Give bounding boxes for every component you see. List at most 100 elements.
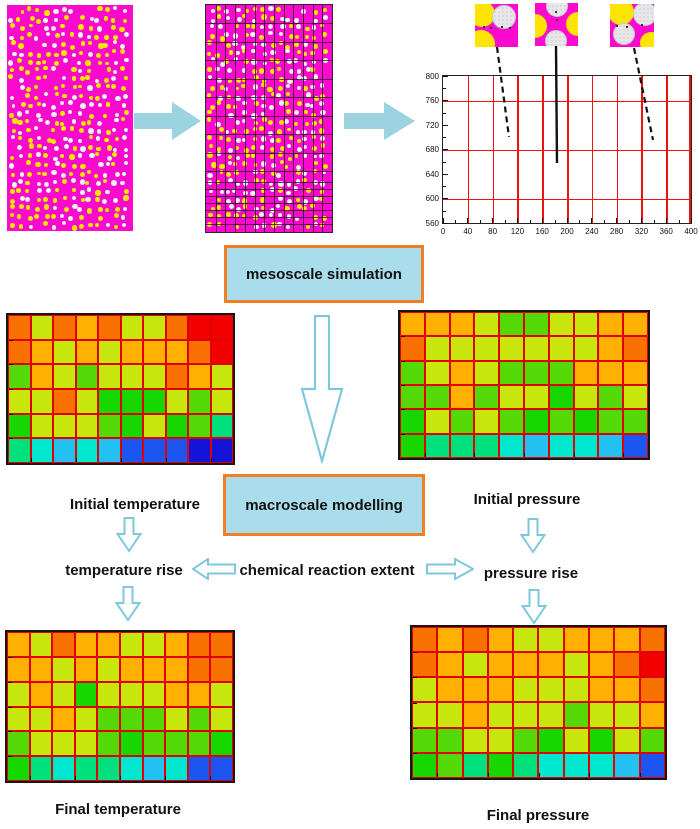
heatmap-y-tick [8, 681, 12, 683]
fuel-particle [285, 224, 291, 230]
oxidizer-particle [28, 23, 33, 28]
heatmap-cell [166, 439, 187, 462]
fuel-particle [312, 146, 318, 152]
heatmap-cell [524, 410, 548, 433]
heatmap-y-tick [413, 727, 417, 729]
fuel-particle [60, 84, 65, 89]
oxidizer-particle [276, 173, 281, 178]
oxidizer-particle [16, 17, 21, 22]
fuel-particle [88, 222, 93, 228]
fuel-particle [313, 74, 319, 80]
y-tick [443, 198, 448, 199]
x-tick [516, 218, 518, 223]
fuel-particle [237, 17, 242, 23]
fuel-particle [251, 95, 257, 101]
macroscale-modelling-label: macroscale modelling [245, 496, 403, 514]
oxidizer-particle [11, 173, 16, 178]
x-tick-label: 0 [440, 227, 446, 236]
heatmap-cell [9, 389, 30, 413]
fuel-particle [215, 66, 220, 72]
oxidizer-particle [232, 104, 237, 109]
oxidizer-particle [296, 86, 301, 91]
mesh-line [206, 210, 332, 211]
fuel-particle [259, 197, 266, 203]
heatmap-cell [98, 732, 119, 756]
oxidizer-particle [18, 65, 24, 71]
fuel-particle [63, 136, 68, 141]
heatmap-cell [500, 386, 523, 409]
fuel-particle [251, 23, 257, 29]
heatmap-cell [438, 703, 462, 727]
oxidizer-particle [51, 43, 57, 49]
oxidizer-particle [311, 35, 317, 41]
oxidizer-particle [80, 15, 86, 21]
fuel-particle [294, 216, 300, 222]
x-tick-label: 120 [510, 227, 525, 236]
fuel-particle [72, 188, 76, 192]
heatmap-cell [211, 340, 232, 364]
x-tick-label: 40 [463, 227, 473, 236]
heatmap-cell [413, 653, 437, 677]
fuel-particle [103, 179, 108, 184]
fuel-particle [275, 204, 280, 209]
fuel-particle [110, 83, 117, 90]
oxidizer-particle [28, 143, 34, 149]
fuel-particle [322, 170, 326, 175]
oxidizer-particle [61, 178, 67, 184]
heatmap-cell [475, 434, 499, 457]
oxidizer-particle [18, 130, 23, 135]
heatmap-cell [31, 316, 52, 339]
cell-snapshot-3-icon [610, 4, 654, 47]
heatmap-cell [188, 707, 210, 731]
heatmap-cell [31, 414, 52, 438]
fuel-particle [89, 113, 95, 119]
heatmap-grid [413, 628, 664, 777]
oxidizer-particle [119, 180, 125, 186]
heatmap-grid [9, 316, 232, 462]
oxidizer-particle [33, 214, 39, 220]
fuel-particle [302, 136, 307, 141]
heatmap-cell [564, 753, 589, 777]
mesh-line [206, 97, 332, 98]
oxidizer-particle [54, 187, 59, 192]
fuel-particle [36, 53, 42, 58]
mesh-line [312, 5, 314, 232]
mesh-line [206, 217, 332, 218]
oxidizer-particle [269, 57, 275, 63]
heatmap-cell [425, 313, 449, 336]
fuel-particle [71, 178, 77, 184]
oxidizer-particle [59, 213, 64, 218]
heatmap-cell [8, 757, 29, 780]
heatmap-cell [599, 361, 623, 384]
fuel-particle [211, 162, 217, 168]
x-minor-tick [579, 220, 581, 223]
oxidizer-particle [78, 84, 83, 89]
fuel-particle [34, 7, 40, 13]
oxidizer-particle [225, 172, 232, 178]
mesh-line [206, 196, 332, 197]
oxidizer-particle [63, 143, 70, 149]
oxidizer-particle [293, 186, 298, 192]
heatmap-cell [564, 678, 589, 702]
oxidizer-particle [124, 57, 129, 63]
oxidizer-particle [323, 15, 328, 20]
oxidizer-particle [105, 161, 110, 166]
heatmap-cell [54, 389, 75, 413]
fuel-particle [216, 100, 221, 105]
fuel-particle [27, 32, 33, 38]
oxidizer-particle [104, 52, 109, 57]
heatmap-cell [450, 434, 474, 457]
oxidizer-particle [71, 119, 77, 125]
heatmap-x-tick [210, 458, 212, 462]
heatmap-cell [549, 313, 573, 336]
oxidizer-particle [121, 172, 126, 177]
oxidizer-particle [86, 169, 91, 174]
oxidizer-particle [251, 59, 257, 65]
oxidizer-particle [42, 59, 47, 64]
heatmap-cell [463, 728, 487, 752]
oxidizer-particle [244, 148, 249, 153]
heatmap-cell [166, 657, 187, 681]
fuel-particle [9, 67, 14, 72]
fuel-particle [36, 152, 41, 157]
heatmap-cell [574, 361, 598, 384]
